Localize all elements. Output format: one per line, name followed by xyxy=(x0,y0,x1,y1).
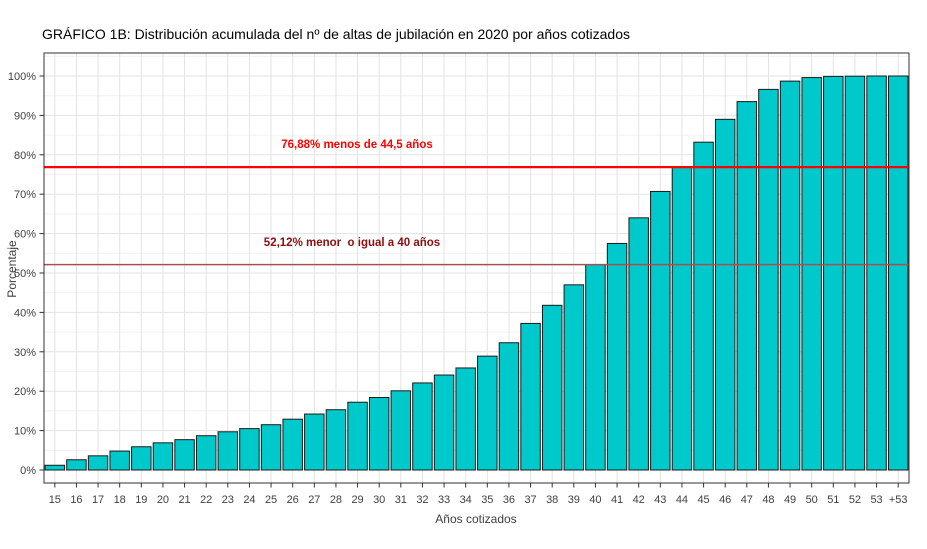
x-tick-label: 30 xyxy=(373,494,385,506)
x-tick-label: 52 xyxy=(849,494,861,506)
y-tick-label: 60% xyxy=(14,229,36,241)
bar-36 xyxy=(498,342,520,471)
x-tick-label: 42 xyxy=(633,494,645,506)
bar-33 xyxy=(433,374,455,471)
x-tick-label: 18 xyxy=(114,494,126,506)
x-tick-label: 34 xyxy=(460,494,472,506)
x-tick-label: 22 xyxy=(200,494,212,506)
annotation-igual-40-anos: 52,12% menor o igual a 40 años xyxy=(263,236,441,249)
bar-51 xyxy=(823,75,844,471)
x-tick-label: 19 xyxy=(135,494,147,506)
x-tick-label: 51 xyxy=(827,494,839,506)
bar-29 xyxy=(347,401,368,471)
x-tick-label: 35 xyxy=(481,494,493,506)
bar-38 xyxy=(541,304,563,471)
y-axis-title: Porcentaje xyxy=(5,240,19,298)
y-tick-label: 70% xyxy=(14,189,36,201)
y-tick-label: 30% xyxy=(14,347,36,359)
x-tick-label: 48 xyxy=(762,494,774,506)
bar-23 xyxy=(217,431,239,471)
x-tick-label: 29 xyxy=(351,494,363,506)
y-tick-label: 90% xyxy=(14,110,36,122)
bar-24 xyxy=(239,428,260,471)
x-axis-title: Años cotizados xyxy=(435,512,517,526)
bar-27 xyxy=(304,413,325,471)
x-tick-label: 23 xyxy=(222,494,234,506)
bar-39 xyxy=(563,284,585,471)
bar-17 xyxy=(87,455,109,471)
x-tick-label: 31 xyxy=(395,494,407,506)
y-tick-label: 50% xyxy=(14,268,36,280)
x-tick-label: 21 xyxy=(178,494,190,506)
x-tick-label: +53 xyxy=(889,494,908,506)
bar-30 xyxy=(368,397,390,471)
x-tick-label: 16 xyxy=(70,494,82,506)
bar-+53 xyxy=(887,75,909,471)
x-tick-label: 46 xyxy=(719,494,731,506)
y-tick-label: 100% xyxy=(8,71,36,83)
y-tick-label: 40% xyxy=(14,307,36,319)
x-tick-label: 38 xyxy=(546,494,558,506)
x-tick-label: 53 xyxy=(870,494,882,506)
x-tick-label: 24 xyxy=(243,494,255,506)
x-tick-label: 20 xyxy=(157,494,169,506)
x-tick-label: 32 xyxy=(416,494,428,506)
x-tick-label: 39 xyxy=(568,494,580,506)
x-tick-label: 36 xyxy=(503,494,515,506)
bar-44 xyxy=(671,166,693,471)
x-tick-label: 33 xyxy=(438,494,450,506)
y-tick-label: 0% xyxy=(20,465,36,477)
x-tick-label: 41 xyxy=(611,494,623,506)
bar-40 xyxy=(585,264,606,471)
bar-34 xyxy=(455,367,476,471)
bar-26 xyxy=(282,418,303,471)
bar-19 xyxy=(131,446,152,471)
x-tick-label: 43 xyxy=(654,494,666,506)
bar-42 xyxy=(628,217,649,471)
y-tick-label: 80% xyxy=(14,150,36,162)
y-tick-label: 10% xyxy=(14,426,36,438)
bar-20 xyxy=(152,442,174,471)
x-tick-label: 28 xyxy=(330,494,342,506)
x-tick-label: 40 xyxy=(589,494,601,506)
bar-46 xyxy=(714,118,736,471)
bar-22 xyxy=(195,435,217,471)
x-tick-label: 27 xyxy=(308,494,320,506)
bar-48 xyxy=(758,88,779,471)
bar-45 xyxy=(693,141,714,471)
x-tick-label: 49 xyxy=(784,494,796,506)
x-tick-label: 45 xyxy=(697,494,709,506)
bar-53 xyxy=(866,75,887,471)
bar-43 xyxy=(650,190,671,471)
bar-21 xyxy=(174,439,195,471)
x-tick-label: 44 xyxy=(676,494,688,506)
x-tick-label: 47 xyxy=(741,494,753,506)
bar-50 xyxy=(801,77,822,471)
annotation-menos-44-5-anos: 76,88% menos de 44,5 años xyxy=(281,139,433,152)
bar-49 xyxy=(779,80,801,471)
y-tick-label: 20% xyxy=(14,386,36,398)
bar-32 xyxy=(412,382,433,471)
bar-28 xyxy=(325,409,347,471)
chart-title: GRÁFICO 1B: Distribución acumulada del n… xyxy=(42,26,630,42)
bar-31 xyxy=(390,390,412,471)
bar-18 xyxy=(109,450,130,471)
bar-41 xyxy=(606,242,628,471)
bar-37 xyxy=(520,322,541,471)
x-tick-label: 15 xyxy=(49,494,61,506)
bar-35 xyxy=(477,355,498,471)
x-tick-label: 37 xyxy=(524,494,536,506)
panel-border xyxy=(43,52,910,484)
bar-25 xyxy=(260,424,282,471)
bar-16 xyxy=(66,459,87,471)
x-tick-label: 17 xyxy=(92,494,104,506)
bar-52 xyxy=(844,75,866,471)
x-tick-label: 25 xyxy=(265,494,277,506)
x-tick-label: 26 xyxy=(287,494,299,506)
x-tick-label: 50 xyxy=(806,494,818,506)
bar-15 xyxy=(44,464,66,471)
bar-47 xyxy=(736,101,758,471)
